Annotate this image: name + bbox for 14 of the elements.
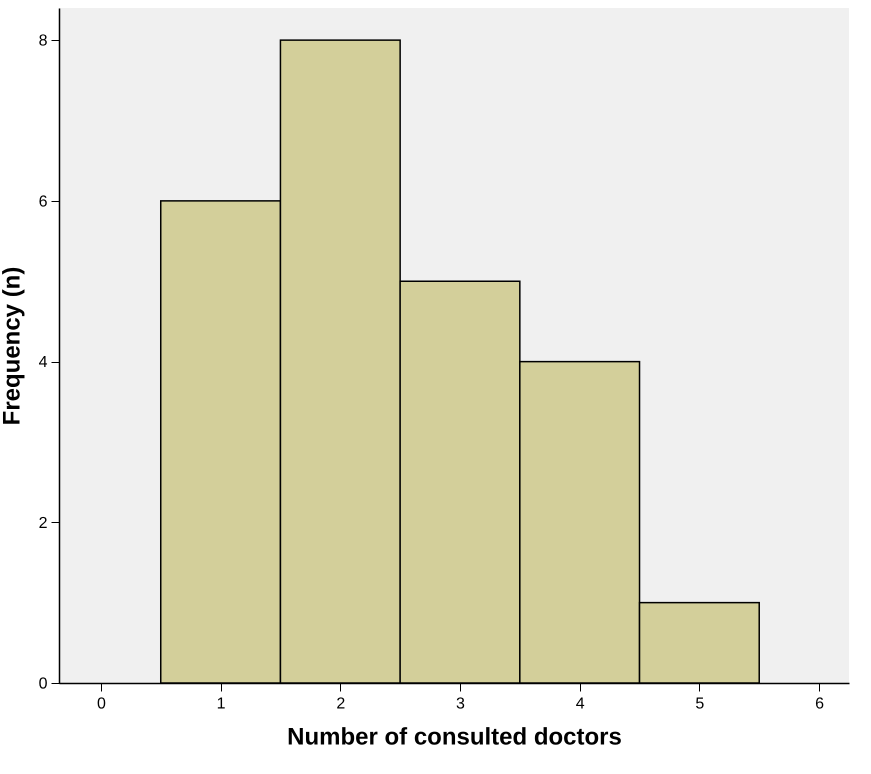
y-axis-title: Frequency (n) bbox=[0, 266, 26, 426]
y-tick-label: 2 bbox=[38, 514, 48, 532]
y-tick-label: 6 bbox=[38, 193, 48, 210]
y-tick-label: 8 bbox=[38, 32, 48, 50]
x-tick-label: 6 bbox=[815, 696, 824, 712]
x-tick-label: 4 bbox=[576, 696, 585, 712]
x-tick-label: 3 bbox=[456, 696, 466, 712]
x-tick-label: 2 bbox=[336, 696, 346, 712]
y-tick-label: 0 bbox=[38, 676, 48, 692]
x-tick-label: 5 bbox=[695, 696, 704, 712]
y-tick-label: 4 bbox=[38, 354, 48, 372]
x-axis-title: Number of consulted doctors bbox=[287, 724, 622, 750]
x-tick-label: 1 bbox=[216, 696, 226, 712]
x-tick-label: 0 bbox=[96, 696, 106, 712]
